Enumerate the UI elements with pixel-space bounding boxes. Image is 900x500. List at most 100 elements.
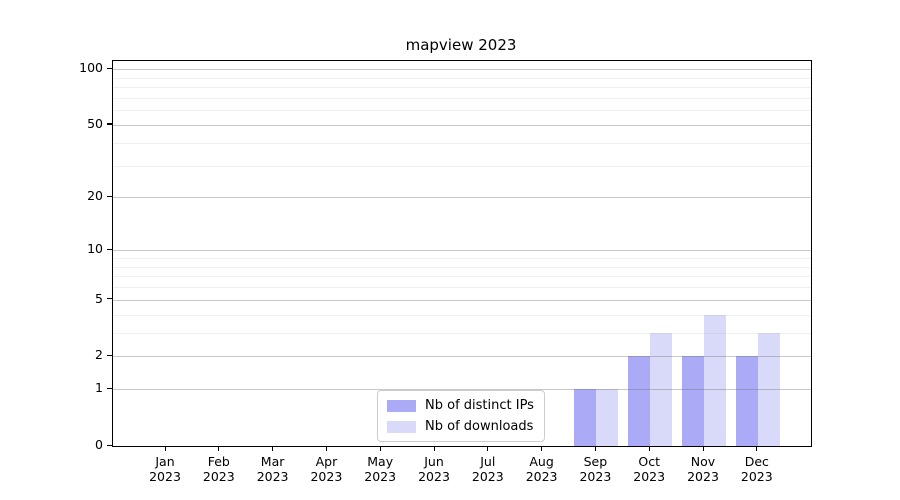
bar-nb-of-downloads-sep-2023 (596, 389, 619, 446)
gridline-major (113, 197, 811, 199)
x-tick-label-feb-2023: Feb 2023 (189, 454, 249, 484)
y-tick-mark (107, 123, 112, 125)
x-tick-year: 2023 (364, 469, 397, 484)
gridline-minor (113, 110, 811, 112)
x-tick-mark (325, 446, 328, 451)
x-tick-mark (164, 446, 166, 451)
x-tick-month: Jul (480, 454, 496, 469)
x-tick-month: Apr (315, 454, 338, 469)
x-tick-mark (433, 446, 435, 451)
bar-nb-of-distinct-ips-nov-2023 (682, 356, 704, 446)
x-tick-month: Mar (260, 454, 285, 469)
x-tick-year: 2023 (418, 469, 450, 484)
x-tick-mark (648, 446, 650, 451)
x-tick-mark (541, 446, 543, 451)
gridline-minor (113, 165, 811, 167)
y-tick-label: 2 (95, 347, 103, 363)
x-tick-label-sep-2023: Sep 2023 (565, 454, 625, 484)
bar-nb-of-distinct-ips-dec-2023 (735, 356, 758, 446)
x-tick-mark (272, 446, 274, 451)
bar-nb-of-downloads-dec-2023 (757, 332, 780, 446)
x-tick-label-aug-2023: Aug 2023 (512, 454, 572, 484)
gridline-major (113, 250, 811, 252)
x-tick-label-may-2023: May 2023 (350, 454, 410, 484)
legend: Nb of distinct IPs Nb of downloads (377, 390, 545, 442)
y-tick-label: 100 (79, 60, 103, 76)
x-tick-mark (756, 446, 758, 451)
x-tick-year: 2023 (202, 469, 235, 484)
y-tick-label: 0 (95, 437, 103, 452)
legend-entry-distinct-ips: Nb of distinct IPs (387, 398, 534, 413)
y-tick-mark (107, 67, 112, 69)
x-tick-year: 2023 (149, 469, 181, 484)
gridline-major (113, 356, 811, 358)
x-tick-year: 2023 (471, 469, 504, 484)
bar-nb-of-downloads-nov-2023 (704, 314, 726, 446)
gridline-major (113, 299, 811, 301)
bar-nb-of-distinct-ips-sep-2023 (574, 389, 597, 446)
chart-title: mapview 2023 (405, 36, 517, 54)
y-tick-mark (107, 354, 112, 356)
gridline-minor (113, 142, 811, 144)
x-tick-month: Dec (744, 454, 769, 469)
x-tick-label-jun-2023: Jun 2023 (404, 454, 464, 484)
x-tick-label-nov-2023: Nov 2023 (673, 454, 733, 484)
x-tick-year: 2023 (256, 469, 289, 484)
y-tick-mark (107, 387, 112, 390)
plot-area: Nb of distinct IPs Nb of downloads (112, 60, 812, 447)
x-tick-year: 2023 (525, 469, 558, 484)
x-tick-mark (487, 446, 489, 451)
gridline-minor (113, 266, 811, 268)
y-tick-label: 1 (95, 380, 103, 396)
x-tick-year: 2023 (310, 469, 343, 484)
gridline-minor (113, 314, 811, 316)
x-tick-month: May (367, 454, 394, 469)
x-tick-year: 2023 (687, 469, 719, 484)
x-tick-label-apr-2023: Apr 2023 (296, 454, 356, 484)
y-tick-mark (107, 444, 112, 446)
x-tick-label-dec-2023: Dec 2023 (727, 454, 787, 484)
gridline-minor (113, 332, 811, 334)
y-tick-mark (107, 248, 112, 250)
x-tick-year: 2023 (579, 469, 612, 484)
x-tick-label-oct-2023: Oct 2023 (619, 454, 679, 484)
x-tick-mark (702, 446, 704, 451)
x-tick-mark (594, 446, 597, 451)
bar-nb-of-downloads-oct-2023 (650, 332, 673, 446)
legend-entry-downloads: Nb of downloads (387, 419, 534, 434)
y-tick-mark (107, 298, 112, 300)
y-tick-label: 50 (87, 115, 103, 131)
x-tick-year: 2023 (633, 469, 666, 484)
x-tick-mark (379, 446, 381, 451)
x-tick-mark (218, 446, 220, 451)
x-tick-year: 2023 (740, 469, 773, 484)
legend-label-distinct-ips: Nb of distinct IPs (425, 398, 534, 413)
y-tick-label: 5 (95, 290, 103, 306)
x-tick-label-mar-2023: Mar 2023 (243, 454, 303, 484)
gridline-minor (113, 276, 811, 278)
legend-label-downloads: Nb of downloads (425, 419, 534, 434)
gridline-major (113, 125, 811, 126)
x-tick-month: Aug (529, 454, 554, 469)
x-tick-month: Oct (638, 454, 660, 469)
gridline-major (113, 389, 811, 391)
legend-swatch-distinct-ips (387, 399, 416, 412)
gridline-minor (113, 258, 811, 259)
y-tick-mark (107, 195, 112, 198)
gridline-major (113, 69, 811, 71)
x-tick-month: Sep (583, 454, 608, 469)
gridline-minor (113, 87, 811, 89)
x-tick-month: Nov (690, 454, 716, 469)
y-tick-label: 20 (87, 188, 103, 204)
x-tick-month: Feb (207, 454, 230, 469)
y-tick-label: 10 (87, 241, 103, 257)
x-tick-month: Jan (155, 454, 175, 469)
x-tick-label-jul-2023: Jul 2023 (458, 454, 518, 484)
gridline-minor (113, 98, 811, 99)
gridline-minor (113, 77, 811, 79)
bar-nb-of-distinct-ips-oct-2023 (628, 356, 651, 446)
gridline-minor (113, 287, 811, 289)
x-tick-label-jan-2023: Jan 2023 (135, 454, 195, 484)
legend-swatch-downloads (387, 420, 416, 433)
